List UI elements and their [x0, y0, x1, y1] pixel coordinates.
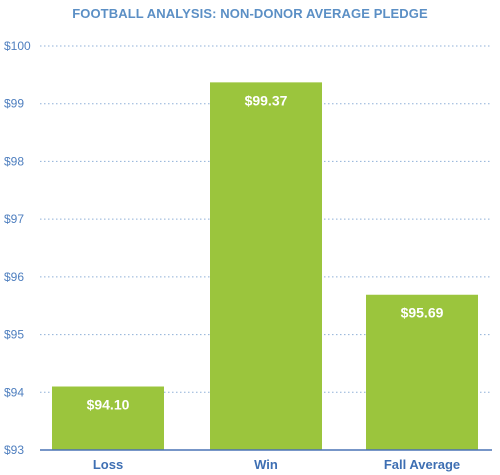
x-axis-categories: Loss Win Fall Average: [93, 457, 460, 472]
x-category-label: Win: [254, 457, 278, 472]
y-tick-label: $98: [4, 154, 24, 168]
y-tick-label: $99: [4, 97, 24, 111]
y-tick-label: $95: [4, 328, 24, 342]
y-tick-label: $100: [4, 39, 31, 53]
bars: [52, 82, 478, 451]
data-label: $94.10: [87, 397, 130, 413]
y-tick-label: $94: [4, 385, 24, 399]
data-label: $95.69: [401, 305, 444, 321]
x-category-label: Loss: [93, 457, 123, 472]
y-tick-label: $97: [4, 212, 24, 226]
bar: [210, 82, 322, 451]
chart-title: FOOTBALL ANALYSIS: NON-DONOR AVERAGE PLE…: [72, 6, 428, 21]
bar: [366, 294, 478, 450]
data-labels: $94.10 $99.37 $95.69: [87, 92, 444, 412]
y-tick-label: $96: [4, 270, 24, 284]
y-tick-label: $93: [4, 443, 24, 457]
bar: [52, 386, 164, 450]
x-category-label: Fall Average: [384, 457, 460, 472]
y-axis-ticks: $93 $94 $95 $96 $97 $98 $99 $100: [4, 39, 31, 457]
data-label: $99.37: [245, 92, 288, 108]
